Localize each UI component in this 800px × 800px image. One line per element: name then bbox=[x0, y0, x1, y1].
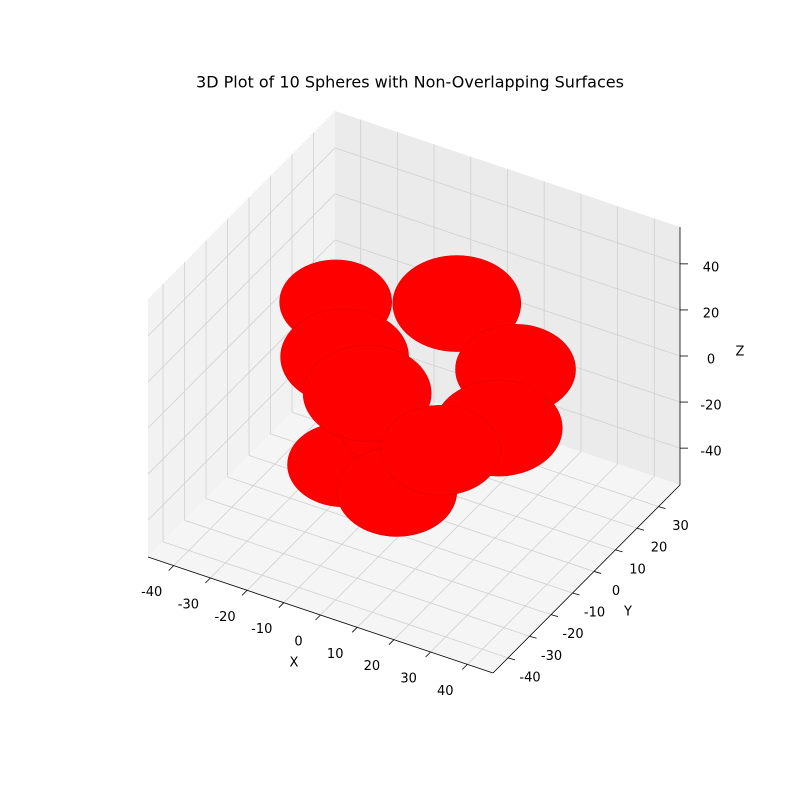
x-tick-label: -20 bbox=[214, 610, 235, 625]
grid-line bbox=[334, 147, 681, 265]
y-tick bbox=[529, 635, 537, 639]
grid-line bbox=[467, 476, 655, 665]
z-tick-label: 20 bbox=[703, 306, 720, 321]
chart-title: 3D Plot of 10 Spheres with Non-Overlappi… bbox=[196, 73, 624, 92]
x-tick-label: 30 bbox=[400, 672, 417, 687]
y-tick bbox=[615, 549, 623, 553]
grid-line bbox=[430, 463, 618, 653]
grid-line bbox=[147, 193, 336, 383]
z-tick-label: 0 bbox=[707, 353, 715, 368]
y-tick bbox=[636, 527, 645, 531]
y-axis-label: Y bbox=[623, 605, 632, 620]
x-axis-label: X bbox=[290, 656, 299, 671]
y-tick-label: 0 bbox=[612, 584, 620, 599]
y-tick bbox=[572, 592, 580, 596]
x-tick bbox=[462, 664, 468, 670]
x-tick bbox=[278, 602, 285, 608]
y-tick-label: 20 bbox=[651, 541, 668, 556]
grid-line bbox=[147, 147, 336, 337]
y-tick-label: -30 bbox=[541, 649, 562, 664]
grid-line bbox=[393, 451, 582, 640]
z-axis-label: Z bbox=[736, 345, 745, 360]
y-tick-label: -40 bbox=[519, 670, 540, 685]
y-tick-label: 30 bbox=[672, 519, 689, 534]
sphere bbox=[392, 255, 522, 352]
x-tick-label: -30 bbox=[178, 597, 199, 612]
y-tick bbox=[658, 506, 666, 509]
x-tick bbox=[168, 565, 174, 571]
z-tick-label: 40 bbox=[703, 260, 720, 275]
x-tick bbox=[388, 639, 395, 645]
x-tick bbox=[351, 627, 358, 633]
x-tick-label: -10 bbox=[251, 622, 272, 637]
z-tick-label: -40 bbox=[700, 445, 721, 460]
grid-line bbox=[334, 193, 681, 311]
x-tick-label: 20 bbox=[364, 659, 381, 674]
y-tick bbox=[550, 614, 559, 618]
x-tick-label: -40 bbox=[141, 585, 162, 600]
y-tick-label: 10 bbox=[629, 562, 646, 577]
x-axis-line bbox=[147, 556, 494, 674]
y-tick-label: -20 bbox=[562, 627, 583, 642]
x-tick bbox=[425, 651, 431, 658]
grid-line bbox=[162, 541, 509, 659]
x-tick-label: 0 bbox=[294, 635, 302, 650]
grid-line bbox=[184, 519, 530, 637]
x-tick bbox=[315, 614, 321, 621]
y-tick-label: -10 bbox=[584, 606, 605, 621]
y-axis-line bbox=[492, 484, 681, 674]
x-tick-label: 10 bbox=[327, 647, 344, 662]
z-tick-label: -20 bbox=[700, 399, 721, 414]
sphere bbox=[380, 404, 501, 496]
x-tick bbox=[241, 590, 248, 596]
y-tick bbox=[507, 657, 516, 661]
y-tick bbox=[593, 571, 602, 574]
grid-line bbox=[205, 498, 552, 616]
x-tick-label: 40 bbox=[437, 684, 454, 699]
x-tick bbox=[205, 577, 211, 584]
